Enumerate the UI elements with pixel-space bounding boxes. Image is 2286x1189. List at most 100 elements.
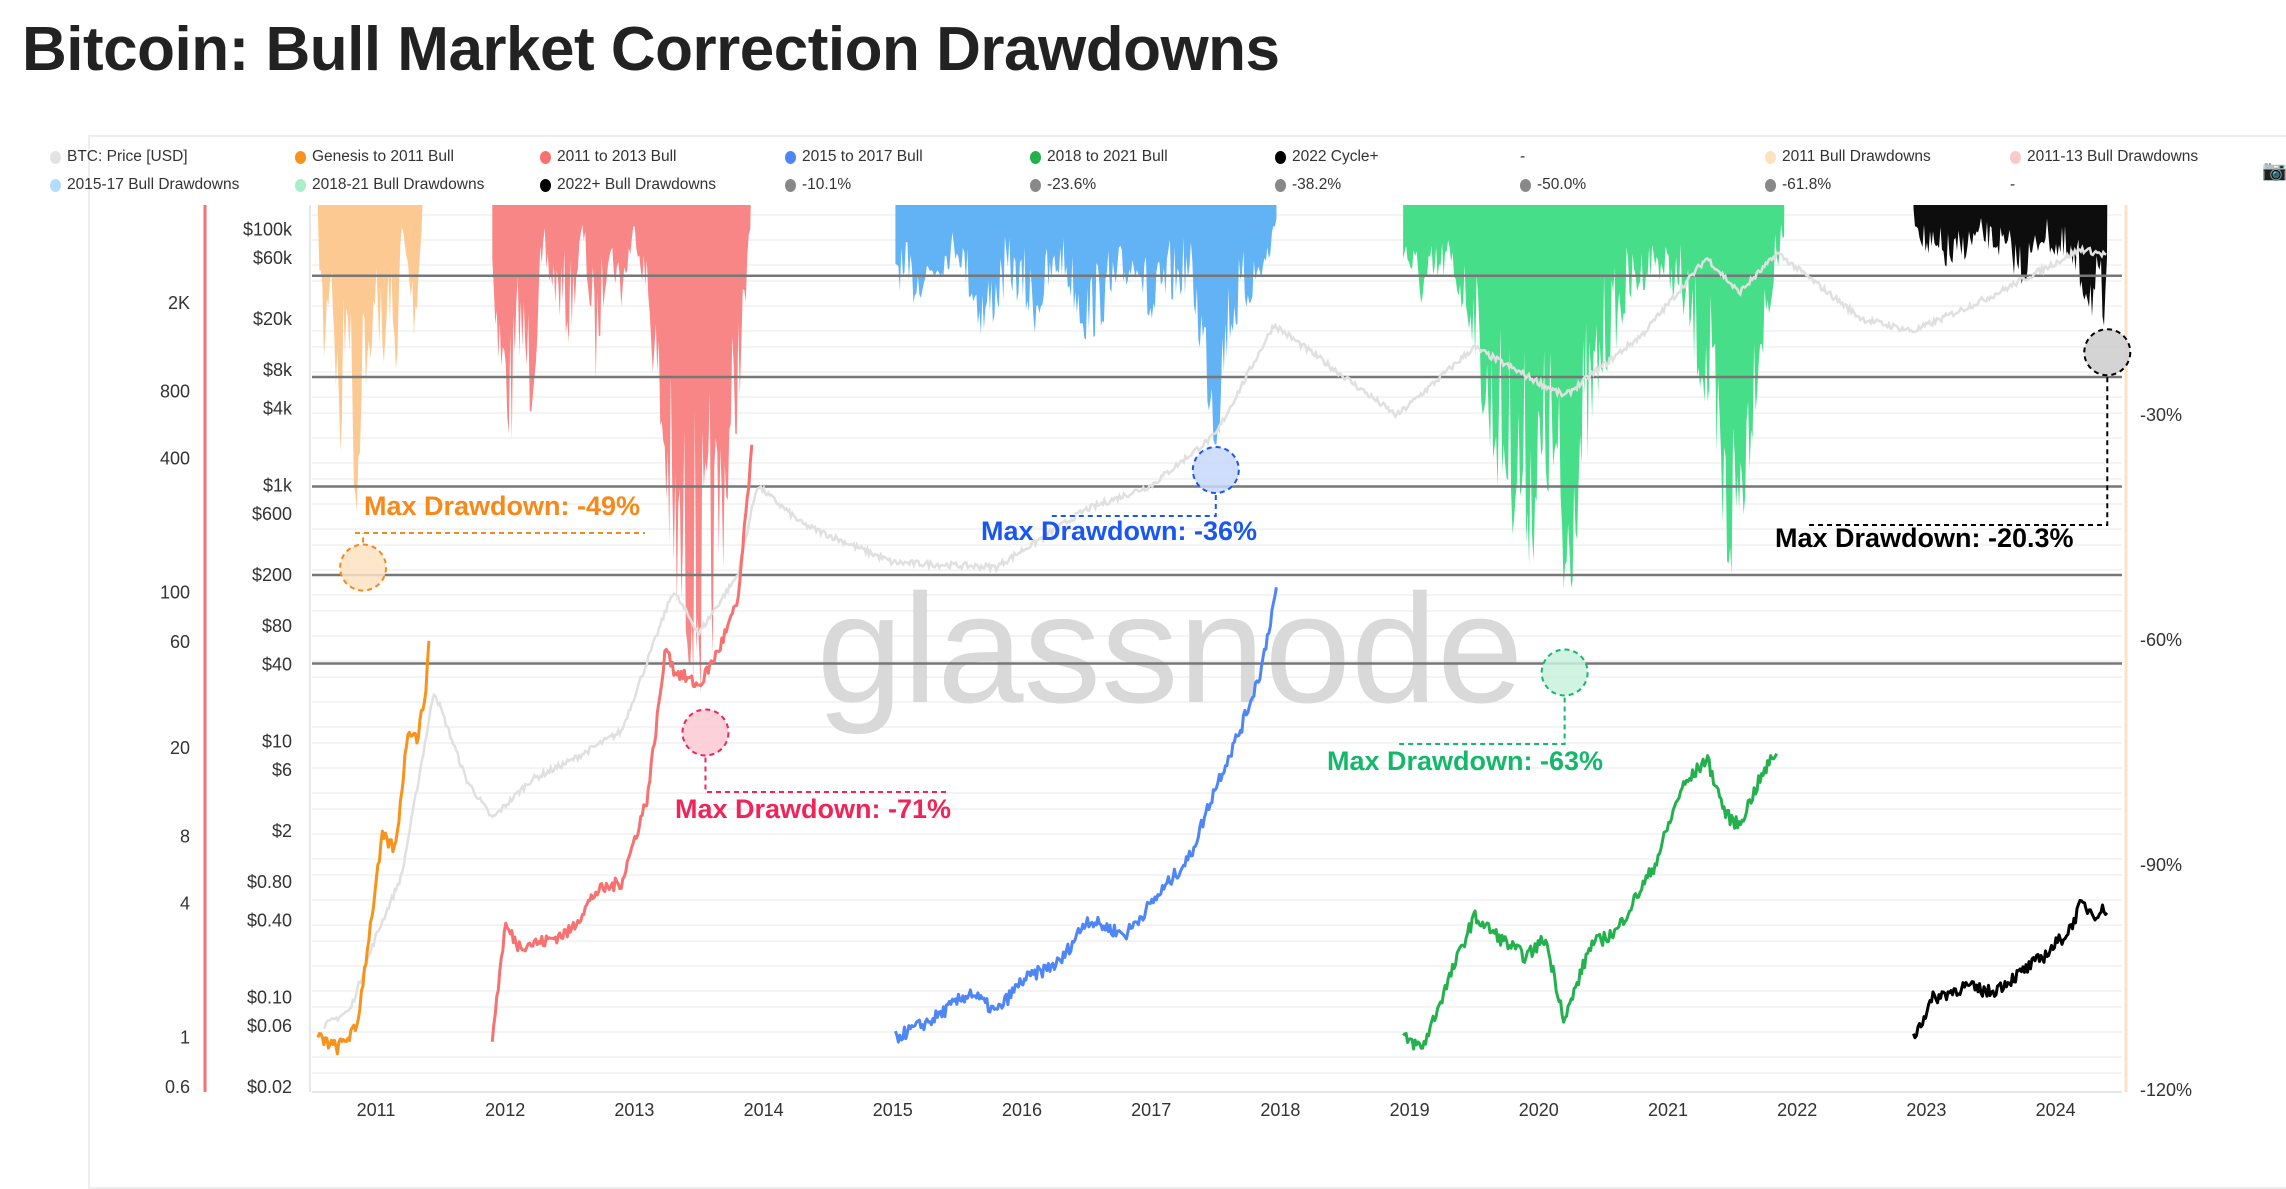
annotation-leader-line [1805,377,2109,526]
legend-item[interactable]: - [1520,148,1525,166]
legend-item[interactable]: -10.1% [785,176,851,194]
drawdown-area [317,205,423,512]
legend-label: 2022+ Bull Drawdowns [557,176,716,193]
left-tick-label: 2K [168,293,190,313]
price-tick-label: $0.06 [247,1016,292,1036]
legend-label: -10.1% [802,176,852,193]
legend-swatch [295,150,306,164]
legend-swatch [295,178,306,192]
left-tick-label: 1 [180,1028,190,1048]
legend-swatch [1765,178,1776,192]
annotation-leader-line [1050,495,1217,517]
left-tick-label: 4 [180,894,190,914]
page-title: Bitcoin: Bull Market Correction Drawdown… [22,15,1280,84]
x-tick-label: 2022 [1777,1100,1817,1120]
max-drawdown-marker [339,543,388,592]
legend-item[interactable]: -23.6% [1030,176,1096,194]
x-tick-label: 2016 [1002,1100,1042,1120]
legend-swatch [2010,150,2021,164]
drawdown-area [895,205,1277,445]
price-tick-label: $1k [263,475,293,495]
legend-item[interactable]: 2011 to 2013 Bull [540,148,677,166]
legend-item[interactable]: 2011-13 Bull Drawdowns [2010,148,2198,166]
legend-item[interactable]: -61.8% [1765,176,1831,194]
camera-icon[interactable]: 📷 [2262,160,2286,182]
price-tick-label: $60k [253,248,293,268]
left-tick-label: 400 [160,449,190,469]
price-tick-label: $2 [272,821,292,841]
max-drawdown-marker [681,708,730,757]
x-tick-label: 2012 [485,1100,525,1120]
legend-item[interactable]: 2011 Bull Drawdowns [1765,148,1931,166]
x-tick-label: 2015 [873,1100,913,1120]
max-drawdown-label: Max Drawdown: -49% [364,491,640,521]
legend-item[interactable]: -50.0% [1520,176,1586,194]
price-tick-label: $4k [263,398,293,418]
annotation-leader-line [1398,697,1566,745]
max-drawdown-marker [2083,328,2132,377]
legend-swatch [1030,150,1041,164]
legend-item[interactable]: -38.2% [1275,176,1341,194]
x-tick-label: 2024 [2036,1100,2076,1120]
cycle-series-line [1912,898,2109,1040]
price-tick-label: $80 [262,616,292,636]
legend-label: 2011-13 Bull Drawdowns [2027,148,2199,165]
cycle-series-line [316,640,431,1056]
legend-label: - [2010,176,2016,193]
drawdown-tick-label: -60% [2140,630,2182,650]
price-tick-label: $0.80 [247,872,292,892]
legend-item[interactable]: 2022 Cycle+ [1275,148,1379,166]
x-tick-label: 2014 [744,1100,784,1120]
legend-item[interactable]: 2015-17 Bull Drawdowns [50,176,239,194]
left-tick-label: 20 [170,738,190,758]
legend-label: - [1520,148,1526,165]
legend-swatch [785,178,796,192]
max-drawdown-label: Max Drawdown: -20.3% [1775,523,2074,553]
legend-item[interactable]: - [2010,176,2015,194]
max-drawdown-label: Max Drawdown: -36% [981,516,1257,546]
legend-swatch [1520,178,1531,192]
x-tick-label: 2018 [1260,1100,1300,1120]
legend-label: 2018-21 Bull Drawdowns [312,176,485,193]
watermark: glassnode [817,562,1524,735]
left-tick-label: 0.6 [165,1077,190,1097]
cycle-series-line [893,587,1278,1044]
x-tick-label: 2011 [357,1100,396,1120]
price-tick-label: $0.02 [247,1077,292,1097]
legend-swatch [1765,150,1776,164]
legend-swatch [540,178,551,192]
legend-item[interactable]: 2018 to 2021 Bull [1030,148,1168,166]
price-tick-label: $200 [252,565,292,585]
price-tick-label: $20k [253,309,293,329]
legend-item[interactable]: 2022+ Bull Drawdowns [540,176,716,194]
x-tick-label: 2017 [1131,1100,1171,1120]
legend-label: 2011 Bull Drawdowns [1782,148,1931,165]
price-tick-label: $100k [243,219,293,239]
legend-item[interactable]: BTC: Price [USD] [50,148,188,166]
drawdown-area [1403,205,1785,589]
left-tick-label: 800 [160,382,190,402]
price-tick-label: $8k [263,360,293,380]
cycle-series-line [490,444,754,1042]
legend-item[interactable]: 2018-21 Bull Drawdowns [295,176,484,194]
x-tick-label: 2019 [1390,1100,1430,1120]
cycle-series-line [1402,752,1778,1051]
price-tick-label: $10 [262,731,292,751]
x-tick-label: 2021 [1648,1100,1688,1120]
annotation-leader-line [704,757,950,793]
price-tick-label: $600 [252,504,292,524]
legend-swatch [50,178,61,192]
legend-swatch [785,150,796,164]
legend-label: BTC: Price [USD] [67,148,188,165]
drawdown-tick-label: -30% [2140,405,2182,425]
price-tick-label: $6 [272,760,292,780]
max-drawdown-label: Max Drawdown: -63% [1327,746,1603,776]
legend-item[interactable]: Genesis to 2011 Bull [295,148,454,166]
legend-label: 2011 to 2013 Bull [557,148,677,165]
annotation-leader-line [355,532,645,543]
legend-item[interactable]: 2015 to 2017 Bull [785,148,923,166]
legend-label: -38.2% [1292,176,1342,193]
drawdown-tick-label: -90% [2140,855,2182,875]
left-tick-label: 8 [180,827,190,847]
